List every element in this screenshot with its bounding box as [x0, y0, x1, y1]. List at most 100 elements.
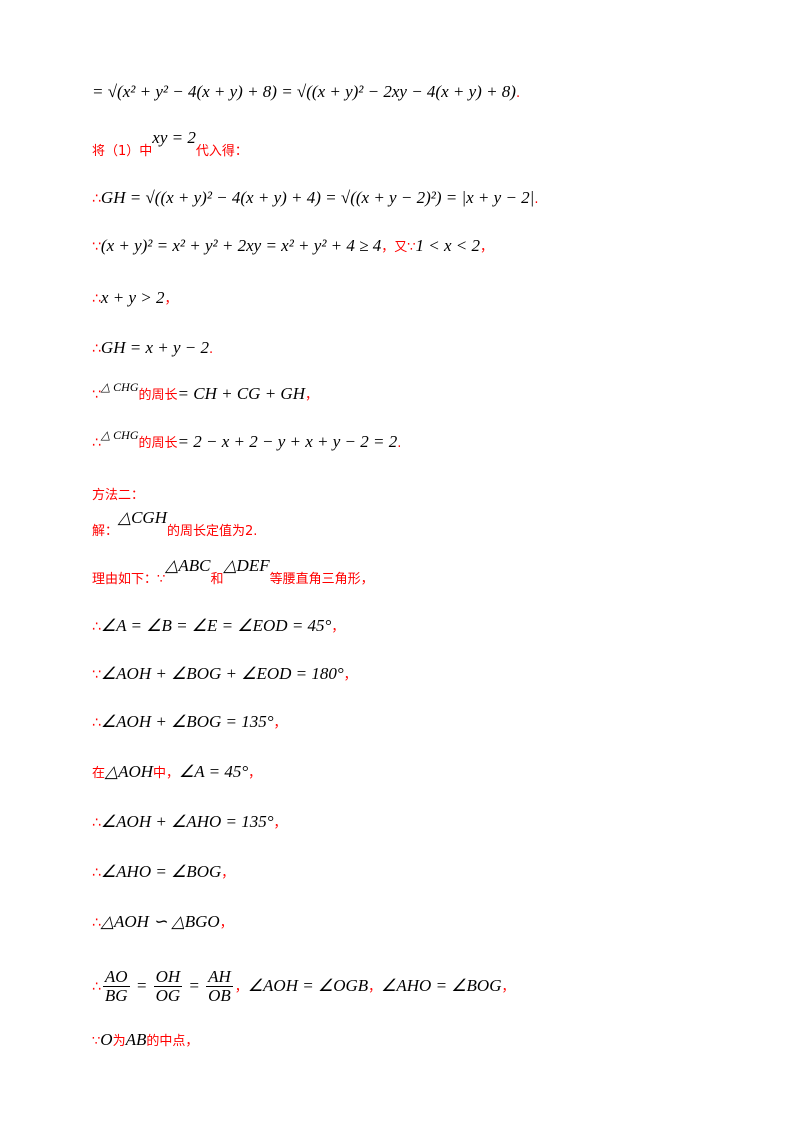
line-red-text: 的周长: [138, 388, 178, 403]
therefore-because-symbol: ∴: [92, 619, 101, 635]
solution-line: ∴△ CHG的周长= 2 − x + 2 − y + x + y − 2 = 2…: [92, 428, 402, 454]
solution-line: 将（1）中xy = 2代入得：: [92, 128, 248, 162]
line-red-text: 的周长: [138, 436, 178, 451]
math-expression: △ABC: [165, 556, 211, 575]
connector-text: ，又∵: [381, 240, 416, 255]
line-suffix-text: .: [397, 436, 402, 451]
math-expression: ∠AOH = ∠OGB: [247, 976, 369, 995]
fraction-denominator: OB: [208, 986, 231, 1005]
solution-line: ∵△ CHG的周长= CH + CG + GH，: [92, 380, 318, 406]
fraction-numerator: OH: [153, 967, 183, 987]
math-expression: △AOH ∽ △BGO: [100, 912, 220, 931]
line-suffix-text: ，: [501, 980, 515, 995]
line-prefix-text: 解：: [92, 524, 119, 539]
connector-text: 为: [112, 1034, 126, 1049]
math-expression: ∠AOH + ∠BOG + ∠EOD = 180°: [100, 664, 344, 683]
math-expression: ∠A = 45°: [179, 762, 249, 781]
solution-line: = √(x² + y² − 4(x + y) + 8) = √((x + y)²…: [92, 82, 520, 104]
math-expression: △DEF: [223, 556, 270, 575]
solution-line: ∵O为AB的中点，: [92, 1030, 198, 1052]
math-expression: O: [100, 1030, 113, 1049]
math-expression: x + y > 2: [100, 288, 165, 307]
therefore-because-symbol: ∵: [92, 239, 101, 255]
therefore-because-symbol: ∴: [92, 291, 101, 307]
therefore-because-symbol: ∴: [92, 815, 101, 831]
fraction-numerator: AH: [206, 967, 233, 987]
triangle-label: △ CHG: [100, 428, 139, 442]
line-suffix-text: ，: [219, 916, 233, 931]
solution-line: ∴∠AOH + ∠BOG = 135°，: [92, 712, 287, 734]
math-expression: (x + y)² = x² + y² + 2xy = x² + y² + 4 ≥…: [100, 236, 382, 255]
fraction: AO BG: [102, 967, 130, 1005]
line-prefix-text: 在: [92, 766, 106, 781]
connector-text: ，: [368, 980, 382, 995]
therefore-because-symbol: ∵: [92, 667, 101, 683]
math-expression: xy = 2: [152, 128, 196, 147]
solution-line: ∴x + y > 2，: [92, 288, 177, 310]
line-suffix-text: .: [208, 342, 214, 357]
connector-text: 中，: [153, 766, 180, 781]
math-expression: ∠AOH + ∠BOG = 135°: [100, 712, 274, 731]
equals-sign: =: [131, 976, 152, 995]
line-suffix-text: ，: [304, 388, 318, 403]
line-prefix-text: ∵: [92, 1034, 101, 1049]
solution-line: ∴ AO BG = OH OG = AH OB ，∠AOH = ∠OGB，∠AHO = ∠…: [92, 968, 515, 1005]
math-expression: = 2 − x + 2 − y + x + y − 2 = 2: [177, 432, 398, 451]
solution-line: ∵∠AOH + ∠BOG + ∠EOD = 180°，: [92, 664, 357, 686]
fraction-denominator: BG: [104, 986, 128, 1005]
fraction-numerator: AO: [102, 967, 130, 987]
math-expression: AB: [125, 1030, 147, 1049]
line-suffix-text: ，: [331, 620, 345, 635]
line-suffix-text: ，: [273, 716, 287, 731]
line-suffix-text: .: [534, 192, 539, 207]
solution-line: ∴GH = x + y − 2.: [92, 338, 213, 360]
line-prefix-text: 将（1）中: [92, 144, 153, 159]
connector-text: 和: [210, 572, 224, 587]
math-expression: △AOH: [105, 762, 154, 781]
therefore-because-symbol: ∴: [92, 341, 101, 357]
connector-text: ，: [234, 980, 248, 995]
therefore-because-symbol: ∴: [92, 191, 101, 207]
line-red-text: 等腰直角三角形，: [269, 572, 374, 587]
solution-line: ∵(x + y)² = x² + y² + 2xy = x² + y² + 4 …: [92, 236, 493, 258]
fraction-denominator: OG: [155, 986, 181, 1005]
line-suffix-text: ，: [221, 866, 235, 881]
punctuation: .: [515, 86, 521, 101]
math-expression: GH = √((x + y)² − 4(x + y) + 4) = √((x +…: [100, 188, 535, 207]
therefore-because-symbol: ∴: [92, 915, 101, 931]
math-expression: = √(x² + y² − 4(x + y) + 8) = √((x + y)²…: [92, 82, 516, 101]
math-expression: 1 < x < 2: [415, 236, 481, 255]
line-red-text: 方法二：: [92, 488, 145, 503]
solution-line: 方法二：: [92, 484, 144, 506]
line-red-text: 的中点，: [146, 1034, 199, 1049]
fraction: OH OG: [153, 967, 183, 1005]
line-suffix-text: ，: [248, 766, 262, 781]
math-expression: GH = x + y − 2: [100, 338, 209, 357]
equals-sign: =: [184, 976, 205, 995]
therefore-because-symbol: ∵: [92, 387, 101, 403]
solution-line: ∴∠A = ∠B = ∠E = ∠EOD = 45°，: [92, 616, 344, 638]
line-prefix-text: 理由如下：∵: [92, 572, 166, 587]
math-expression: = CH + CG + GH: [177, 384, 305, 403]
solution-line: 理由如下：∵△ABC和△DEF等腰直角三角形，: [92, 556, 374, 590]
line-suffix-text: ，: [273, 816, 287, 831]
triangle-label: △ CHG: [100, 380, 139, 394]
solution-line: ∴∠AOH + ∠AHO = 135°，: [92, 812, 287, 834]
solution-line: ∴∠AHO = ∠BOG，: [92, 862, 234, 884]
line-suffix-text: ，: [343, 668, 357, 683]
math-expression: ∠AHO = ∠BOG: [381, 976, 502, 995]
fraction: AH OB: [206, 968, 233, 1005]
math-expression: ∠AOH + ∠AHO = 135°: [100, 812, 274, 831]
therefore-because-symbol: ∴: [92, 715, 101, 731]
solution-line: 在△AOH中，∠A = 45°，: [92, 762, 261, 784]
solution-line: 解：△CGH的周长定值为2.: [92, 508, 258, 542]
line-suffix-text: ，: [480, 240, 494, 255]
line-red-text: 的周长定值为2.: [166, 524, 258, 539]
solution-line: ∴△AOH ∽ △BGO，: [92, 912, 233, 934]
math-expression: △CGH: [118, 508, 167, 527]
line-suffix-text: 代入得：: [195, 144, 248, 159]
therefore-because-symbol: ∴: [92, 865, 101, 881]
math-expression: ∠AHO = ∠BOG: [100, 862, 222, 881]
therefore-because-symbol: ∴: [92, 435, 101, 451]
therefore-because-symbol: ∴: [92, 979, 101, 995]
